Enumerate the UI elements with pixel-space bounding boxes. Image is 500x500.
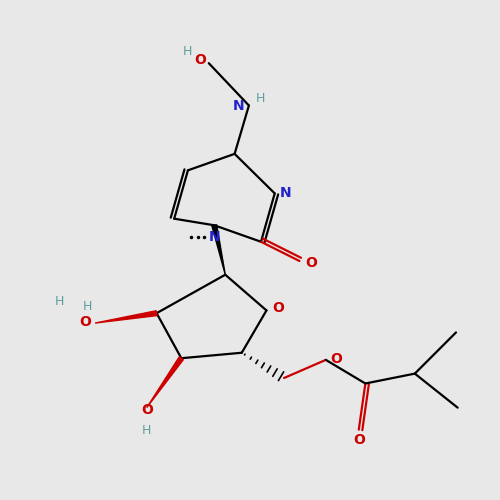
Text: O: O xyxy=(141,404,152,417)
Polygon shape xyxy=(95,310,157,323)
Text: O: O xyxy=(79,315,90,329)
Text: O: O xyxy=(194,54,206,68)
Text: H: H xyxy=(256,92,265,106)
Text: H: H xyxy=(55,294,64,308)
Polygon shape xyxy=(146,357,184,408)
Text: N: N xyxy=(208,230,220,244)
Text: O: O xyxy=(305,256,317,270)
Polygon shape xyxy=(212,224,226,274)
Text: O: O xyxy=(353,432,364,446)
Text: O: O xyxy=(330,352,342,366)
Text: N: N xyxy=(233,98,244,112)
Text: O: O xyxy=(272,300,284,314)
Text: N: N xyxy=(280,186,292,200)
Text: H: H xyxy=(142,424,152,437)
Text: H: H xyxy=(183,44,192,58)
Text: H: H xyxy=(83,300,92,313)
